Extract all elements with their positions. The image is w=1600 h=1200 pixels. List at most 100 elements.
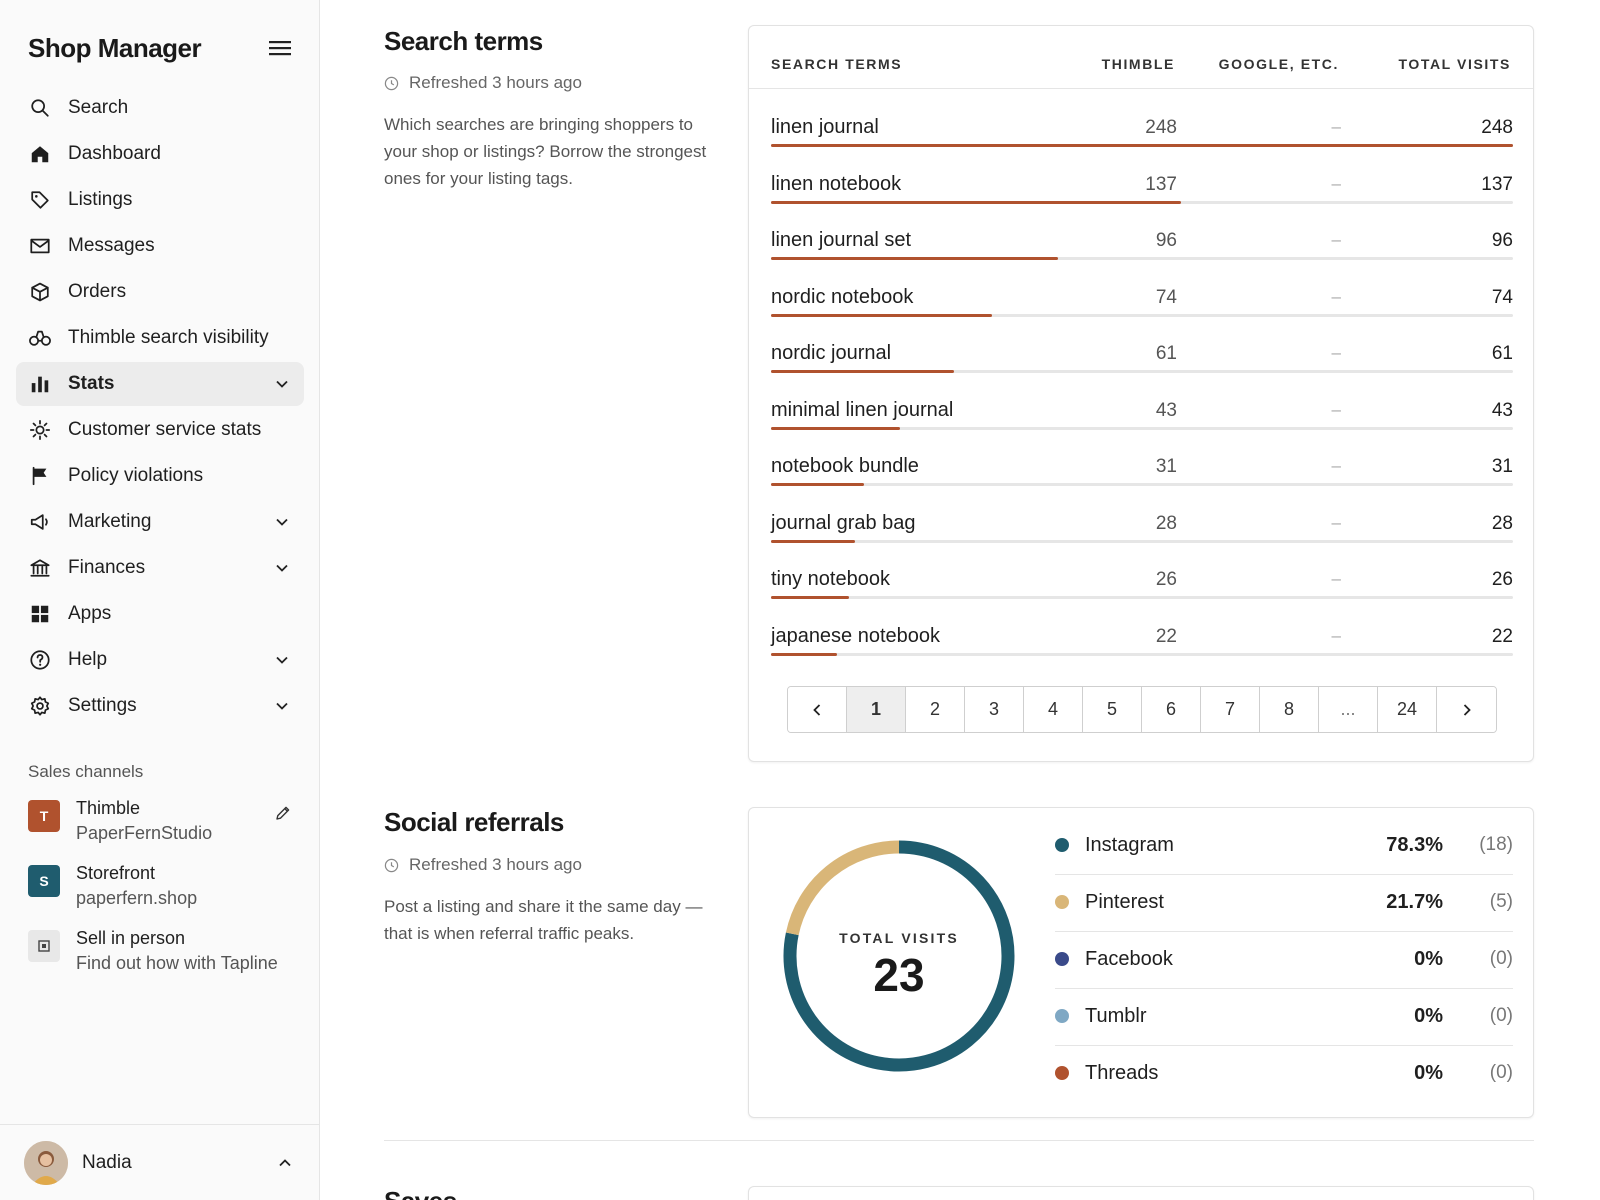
page-button-5[interactable]: 5 bbox=[1083, 687, 1142, 732]
grid-icon bbox=[28, 602, 52, 626]
total-visits: 74 bbox=[1491, 286, 1513, 308]
sidebar-item-orders[interactable]: Orders bbox=[16, 270, 304, 314]
sidebar-item-label: Orders bbox=[68, 281, 127, 302]
chevron-down-icon bbox=[276, 380, 288, 388]
sidebar-item-thimble-search-visibility[interactable]: Thimble search visibility bbox=[16, 316, 304, 360]
table-row: japanese notebook 22 – 22 bbox=[771, 613, 1513, 669]
page-button-8[interactable]: 8 bbox=[1260, 687, 1319, 732]
chevron-right-icon bbox=[1463, 703, 1471, 716]
thimble-visits: 28 bbox=[1155, 512, 1177, 534]
channel-text: Thimble PaperFernStudio bbox=[76, 796, 274, 846]
user-menu[interactable]: Nadia bbox=[0, 1124, 320, 1200]
visits-bar-track bbox=[771, 144, 1513, 147]
expand-toggle[interactable] bbox=[274, 698, 290, 714]
total-visits: 137 bbox=[1481, 173, 1513, 195]
sidebar-item-settings[interactable]: Settings bbox=[16, 684, 304, 728]
sidebar-item-label: Customer service stats bbox=[68, 419, 262, 440]
flag-icon bbox=[28, 464, 52, 488]
referrals-donut: TOTAL VISITS 23 bbox=[777, 834, 1021, 1078]
sidebar-item-label: Messages bbox=[68, 235, 155, 256]
source-name: Facebook bbox=[1085, 948, 1173, 970]
channel-sub: PaperFernStudio bbox=[76, 823, 213, 843]
page-button-4[interactable]: 4 bbox=[1024, 687, 1083, 732]
expand-toggle[interactable] bbox=[274, 560, 290, 576]
sidebar-item-listings[interactable]: Listings bbox=[16, 178, 304, 222]
main-nav: Search Dashboard Listings Messages Orders Thi… bbox=[16, 86, 304, 730]
source-count: (18) bbox=[1479, 834, 1513, 855]
source-name: Threads bbox=[1085, 1062, 1159, 1084]
google-visits: – bbox=[1331, 456, 1341, 475]
google-visits: – bbox=[1331, 230, 1341, 249]
home-icon bbox=[28, 142, 52, 166]
channel-text: Sell in person Find out how with Tapline bbox=[76, 926, 294, 976]
saves-card bbox=[748, 1186, 1534, 1200]
prev-page-button[interactable] bbox=[788, 687, 847, 732]
col-total-visits: TOTAL VISITS bbox=[1398, 56, 1511, 72]
page-button-3[interactable]: 3 bbox=[965, 687, 1024, 732]
edit-channel-button[interactable] bbox=[274, 804, 294, 824]
pencil-icon bbox=[276, 806, 290, 820]
sidebar-item-dashboard[interactable]: Dashboard bbox=[16, 132, 304, 176]
section-divider bbox=[384, 1140, 1534, 1141]
clock-icon bbox=[384, 76, 399, 90]
table-row: notebook bundle 31 – 31 bbox=[771, 443, 1513, 499]
page-button-1[interactable]: 1 bbox=[847, 687, 906, 732]
sidebar-item-help[interactable]: Help bbox=[16, 638, 304, 682]
page-button-7[interactable]: 7 bbox=[1201, 687, 1260, 732]
source-percent: 0% bbox=[1414, 948, 1443, 970]
page-label: 1 bbox=[870, 699, 881, 719]
question-icon bbox=[28, 648, 52, 672]
sidebar-item-finances[interactable]: Finances bbox=[16, 546, 304, 590]
page-button-24[interactable]: 24 bbox=[1378, 687, 1437, 732]
megaphone-icon bbox=[28, 510, 52, 534]
page-button-6[interactable]: 6 bbox=[1142, 687, 1201, 732]
source-percent: 0% bbox=[1414, 1005, 1443, 1027]
sidebar-item-label: Stats bbox=[68, 373, 115, 394]
col-search-terms: SEARCH TERMS bbox=[771, 56, 903, 72]
legend-dot bbox=[1055, 1066, 1069, 1080]
sidebar-item-label: Listings bbox=[68, 189, 133, 210]
next-page-button[interactable] bbox=[1437, 687, 1496, 732]
table-row: linen journal set 96 – 96 bbox=[771, 217, 1513, 273]
visits-bar-track bbox=[771, 426, 1513, 430]
legend-dot bbox=[1055, 895, 1069, 909]
menu-button[interactable] bbox=[266, 34, 294, 62]
google-visits: – bbox=[1331, 117, 1341, 136]
total-visits: 248 bbox=[1481, 117, 1513, 138]
channel-badge-letter: T bbox=[39, 808, 49, 824]
gear-icon bbox=[28, 694, 52, 718]
page-button-2[interactable]: 2 bbox=[906, 687, 965, 732]
sidebar-item-policy-violations[interactable]: Policy violations bbox=[16, 454, 304, 498]
sidebar-item-stats[interactable]: Stats bbox=[16, 362, 304, 406]
channel-sub: paperfern.shop bbox=[76, 888, 198, 908]
table-row: linen notebook 137 – 137 bbox=[771, 161, 1513, 217]
donut-label: TOTAL VISITS bbox=[839, 930, 959, 946]
expand-toggle[interactable] bbox=[274, 514, 290, 530]
expand-toggle[interactable] bbox=[274, 376, 290, 392]
sidebar-item-marketing[interactable]: Marketing bbox=[16, 500, 304, 544]
google-visits: – bbox=[1331, 173, 1341, 193]
table-row: journal grab bag 28 – 28 bbox=[771, 500, 1513, 556]
chevron-down-icon bbox=[276, 564, 288, 572]
sidebar-item-label: Thimble search visibility bbox=[68, 327, 269, 348]
sidebar-item-customer-service-stats[interactable]: Customer service stats bbox=[16, 408, 304, 452]
sidebar-item-messages[interactable]: Messages bbox=[16, 224, 304, 268]
donut-chart bbox=[783, 840, 1015, 1072]
chevron-left-icon bbox=[813, 703, 821, 716]
sidebar-item-apps[interactable]: Apps bbox=[16, 592, 304, 636]
channel-storefront[interactable]: S Storefront paperfern.shop bbox=[28, 861, 294, 913]
channel-name: Thimble bbox=[76, 798, 141, 818]
channel-thimble[interactable]: T Thimble PaperFernStudio bbox=[28, 796, 294, 848]
visits-bar-track bbox=[771, 596, 1513, 599]
expand-toggle[interactable] bbox=[274, 652, 290, 668]
visits-bar bbox=[771, 539, 855, 543]
visits-bar bbox=[771, 313, 993, 317]
table-row: tiny notebook 26 – 26 bbox=[771, 556, 1513, 612]
channel-badge-letter: S bbox=[39, 873, 49, 889]
google-visits: – bbox=[1331, 343, 1341, 362]
channel-sell-in-person[interactable]: Sell in person Find out how with Tapline bbox=[28, 926, 294, 978]
table-row: minimal linen journal 43 – 43 bbox=[771, 387, 1513, 443]
google-visits: – bbox=[1331, 399, 1341, 419]
sidebar-item-search[interactable]: Search bbox=[16, 86, 304, 130]
legend-dot bbox=[1055, 952, 1069, 966]
